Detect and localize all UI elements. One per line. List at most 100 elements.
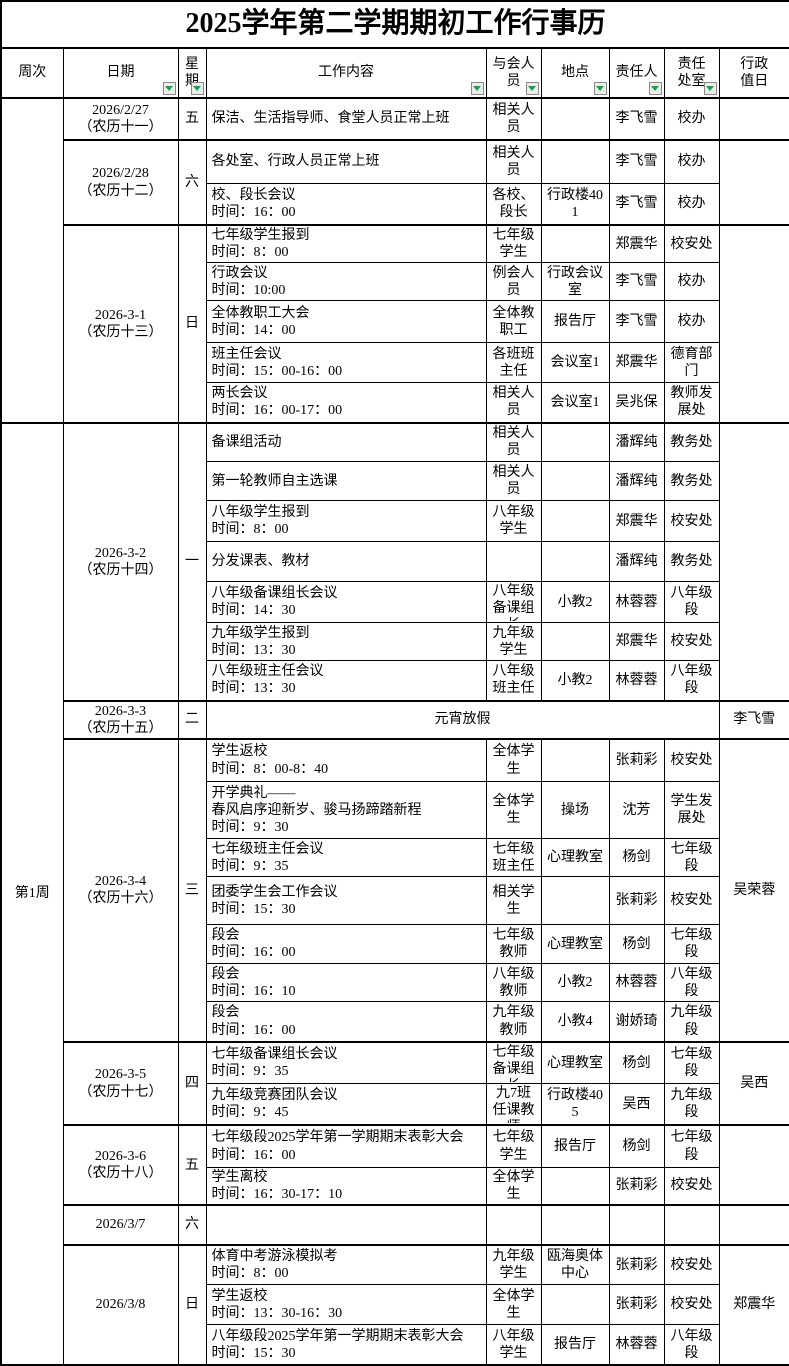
table-row: 2026-3-6 （农历十八） 五 七年级段2025学年第一学期期末表彰大会 时…: [1, 1124, 789, 1206]
dept-cell: 校安处: [663, 500, 720, 543]
location-cell: [540, 139, 610, 184]
attendees-cell: 相关人员: [485, 139, 542, 184]
dept-cell: 校办: [663, 97, 720, 141]
weekday-cell: 日: [177, 1243, 207, 1366]
location-cell: [540, 622, 610, 662]
location-cell: 操场: [540, 781, 610, 840]
location-cell: 报告厅: [540, 300, 610, 344]
attendees-cell: [485, 541, 542, 583]
owner-cell: 林蓉蓉: [608, 963, 665, 1003]
owner-cell: 郑震华: [608, 622, 665, 662]
attendees-cell: 九年级学生: [485, 622, 542, 662]
week-cell: [0, 97, 64, 424]
location-cell: 行政楼405: [540, 1083, 610, 1126]
attendees-cell: 各校、段长: [485, 182, 542, 226]
title-row: 2025学年第二学期期初工作行事历: [0, 0, 789, 49]
owner-cell: 林蓉蓉: [608, 1324, 665, 1366]
table-row: 学生离校 时间：16：30-17：10 全体学生 张莉彩 校安处: [1, 1166, 789, 1206]
dept-cell: 校安处: [663, 1166, 720, 1206]
date-cell: 2026/2/27 （农历十一）: [62, 97, 179, 141]
dept-cell: 教务处: [663, 541, 720, 583]
col-header-dept: 责任 处室: [663, 47, 720, 99]
attendees-cell: 相关人员: [485, 382, 542, 424]
location-cell: 心理教室: [540, 838, 610, 878]
date-cell: 2026/2/28 （农历十二）: [62, 139, 179, 226]
date-cell: 2026-3-6 （农历十八）: [62, 1124, 179, 1206]
content-cell: 学生返校 时间：8：00-8：40: [205, 737, 487, 783]
content-cell: 八年级班主任会议 时间：13：30: [205, 660, 487, 702]
dept-cell: 七年级段: [663, 1124, 720, 1168]
location-cell: [540, 1203, 610, 1246]
attendees-cell: 七年级学生: [485, 1124, 542, 1168]
owner-cell: 杨剑: [608, 1124, 665, 1168]
dept-cell: 八年级段: [663, 1324, 720, 1366]
content-cell: 保洁、生活指导师、食堂人员正常上班: [205, 97, 487, 141]
table-row: 2026/2/27 （农历十一） 五 保洁、生活指导师、食堂人员正常上班 相关人…: [0, 97, 789, 424]
col-header-content: 工作内容: [205, 47, 487, 99]
content-cell: 学生离校 时间：16：30-17：10: [205, 1166, 487, 1206]
table-row: 八年级学生报到 时间：8：00 八年级学生 郑震华 校安处: [1, 500, 789, 543]
dept-cell: 七年级段: [663, 1040, 720, 1085]
content-cell: 八年级备课组长会议 时间：14：30: [205, 581, 487, 624]
weekday-cell: 四: [177, 1040, 207, 1126]
weekday-cell: 三: [177, 737, 207, 1043]
weekday-cell: 六: [177, 1203, 207, 1246]
owner-cell: 李飞雪: [608, 300, 665, 344]
weekday-cell: 日: [177, 224, 207, 424]
content-cell: [205, 1203, 487, 1246]
header-row: 周次 日期 星期 工作内容 与会人 员 地点 责任人 责任 处室 行政 值日: [0, 47, 789, 99]
attendees-cell: 八年级备课组长: [485, 581, 542, 624]
content-cell: 校、段长会议 时间：16：00: [205, 182, 487, 226]
dept-cell: 校办: [663, 182, 720, 226]
weekday-cell: 六: [177, 139, 207, 226]
holiday-cell: 元宵放假: [205, 699, 720, 740]
filter-icon[interactable]: [648, 82, 662, 95]
table-row: 学生返校 时间：13：30-16：30 全体学生 张莉彩 校安处: [1, 1284, 789, 1326]
date-cell: 2026-3-3 （农历十五）: [62, 699, 179, 740]
table-row: 开学典礼—— 春风启序迎新岁、骏马扬蹄踏新程 时间：9：30 全体学生 操场 沈…: [1, 781, 789, 840]
location-cell: 会议室1: [540, 382, 610, 424]
owner-cell: 杨剑: [608, 838, 665, 878]
table-row: 段会 时间：16：00 九年级教师 小教4 谢娇琦 九年级段: [1, 1001, 789, 1043]
dept-cell: 教务处: [663, 461, 720, 502]
filter-icon[interactable]: [190, 82, 204, 95]
table-row: 校、段长会议 时间：16：00 各校、段长 行政楼401 李飞雪 校办: [1, 182, 789, 226]
content-cell: 学生返校 时间：13：30-16：30: [205, 1284, 487, 1326]
attendees-cell: 八年级班主任: [485, 660, 542, 702]
duty-cell: [718, 139, 789, 226]
location-cell: [540, 461, 610, 502]
owner-cell: 沈芳: [608, 781, 665, 840]
location-cell: [540, 224, 610, 264]
filter-icon[interactable]: [470, 82, 484, 95]
filter-icon[interactable]: [525, 82, 539, 95]
location-cell: 会议室1: [540, 342, 610, 384]
attendees-text: 八年级备课组长: [492, 584, 535, 621]
page-title: 2025学年第二学期期初工作行事历: [0, 0, 789, 49]
week-cell: 第1周: [0, 421, 64, 1366]
attendees-cell: 各班班主任: [485, 342, 542, 384]
attendees-cell: 相关人员: [485, 421, 542, 463]
filter-icon[interactable]: [593, 82, 607, 95]
date-cell: 2026-3-2 （农历十四）: [62, 421, 179, 702]
owner-cell: 杨剑: [608, 1040, 665, 1085]
filter-icon[interactable]: [162, 82, 176, 95]
content-cell: 七年级备课组长会议 时间：9：35: [205, 1040, 487, 1085]
filter-icon[interactable]: [703, 82, 717, 95]
duty-cell: [718, 224, 789, 424]
attendees-cell: 相关学生: [485, 876, 542, 926]
location-cell: 小教2: [540, 963, 610, 1003]
attendees-cell: 例会人员: [485, 262, 542, 302]
duty-cell: [718, 1124, 789, 1206]
location-cell: [540, 737, 610, 783]
col-header-attendees: 与会人 员: [485, 47, 542, 99]
owner-cell: 潘辉纯: [608, 421, 665, 463]
table-row: 2026-3-5 （农历十七） 四 七年级备课组长会议 时间：9：35 七年级备…: [1, 1040, 789, 1126]
content-cell: 各处室、行政人员正常上班: [205, 139, 487, 184]
location-cell: [540, 1166, 610, 1206]
table-row: 第1周 2026-3-2 （农历十四） 一 备课组活动 相关人员 潘辉纯 教务处: [0, 421, 789, 1366]
attendees-cell: 七年级备课组长: [485, 1040, 542, 1085]
content-cell: 第一轮教师自主选课: [205, 461, 487, 502]
owner-cell: 郑震华: [608, 224, 665, 264]
table-row: 段会 时间：16：10 八年级教师 小教2 林蓉蓉 八年级段: [1, 963, 789, 1003]
table-row: 2026-3-4 （农历十六） 三 学生返校 时间：8：00-8：40 全体学生…: [1, 737, 789, 1043]
